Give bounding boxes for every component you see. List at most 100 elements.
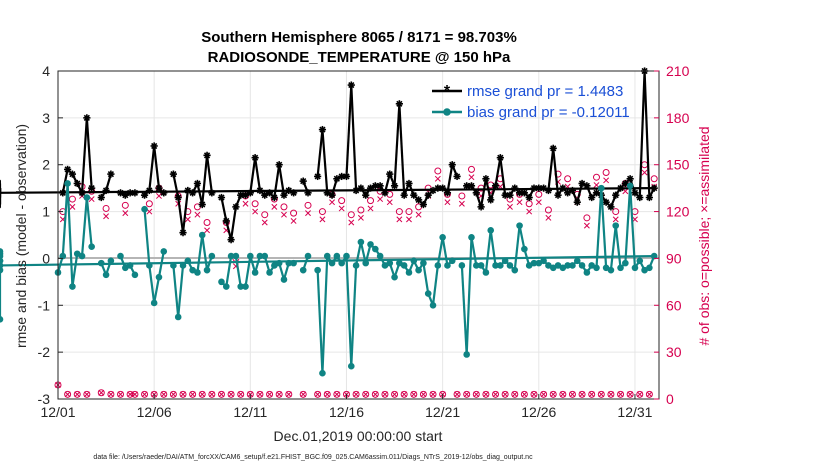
- chart-title-line1: Southern Hemisphere 8065 / 8171 = 98.703…: [201, 29, 517, 46]
- rmse-point-stroke: [468, 182, 475, 189]
- bias-point: [472, 262, 480, 269]
- bias-point: [439, 234, 446, 241]
- obs-assimilated-stroke: [156, 192, 162, 199]
- bias-segment: [600, 188, 608, 268]
- obs-possible-marker: [261, 211, 269, 219]
- rmse-point-stroke: [247, 189, 254, 196]
- obs-assimilated-stroke: [281, 211, 287, 218]
- rmse-point: [549, 144, 557, 152]
- obs-assimilated-stroke: [228, 391, 235, 398]
- obs-assimilated-marker: [208, 391, 215, 398]
- y-right-tick-label: 0: [666, 391, 674, 407]
- obs-possible-marker: [391, 390, 399, 398]
- obs-assimilated-marker: [83, 391, 90, 398]
- obs-possible-marker: [102, 204, 110, 212]
- bias-segment: [355, 241, 362, 266]
- bias-point: [155, 273, 163, 281]
- rmse-point-stroke: [381, 189, 389, 196]
- rmse-point: [280, 191, 288, 199]
- bias-segment: [321, 256, 329, 374]
- rmse-point-stroke: [232, 203, 240, 210]
- rmse-point: [131, 189, 139, 197]
- rmse-point: [270, 193, 278, 202]
- obs-possible-marker: [217, 390, 225, 398]
- obs-possible-marker: [520, 390, 528, 398]
- rmse-segment: [254, 157, 262, 191]
- obs-assimilated-marker: [396, 216, 403, 223]
- obs-assimilated-marker: [281, 211, 287, 218]
- obs-possible-marker: [645, 390, 653, 398]
- bias-point: [405, 269, 413, 276]
- bias-point: [64, 180, 71, 187]
- obs-assimilated-stroke: [506, 203, 513, 210]
- obs-assimilated-marker: [237, 391, 244, 398]
- bias-point: [506, 262, 514, 269]
- obs-assimilated-stroke: [184, 216, 191, 223]
- rmse-point-stroke: [88, 185, 95, 192]
- obs-assimilated-marker: [98, 389, 105, 396]
- obs-assimilated-marker: [406, 216, 412, 223]
- obs-assimilated-marker: [338, 205, 345, 212]
- rmse-point-stroke: [208, 189, 215, 196]
- rmse-point-stroke: [550, 145, 557, 152]
- obs-assimilated-stroke: [333, 391, 340, 398]
- obs-possible-marker: [169, 390, 177, 398]
- rmse-point: [357, 184, 365, 192]
- bias-point: [511, 266, 519, 274]
- rmse-point-stroke: [511, 185, 518, 192]
- rmse-point-stroke: [280, 192, 288, 199]
- rmse-segment: [552, 148, 560, 196]
- obs-assimilated-marker: [559, 391, 566, 398]
- y-tick-label: 0: [42, 250, 50, 266]
- rmse-point: [443, 189, 452, 197]
- rmse-point-stroke: [449, 161, 456, 168]
- obs-possible-marker: [141, 390, 149, 398]
- obs-assimilated-stroke: [579, 391, 586, 398]
- y-right-tick-label: 210: [666, 63, 690, 79]
- bias-point: [170, 262, 177, 269]
- obs-assimilated-marker: [117, 391, 124, 398]
- legend-rmse-label: rmse grand pr = 1.4483: [467, 83, 623, 100]
- rmse-segment: [249, 157, 257, 193]
- rmse-point: [424, 191, 432, 199]
- rmse-point: [78, 189, 86, 197]
- obs-assimilated-marker: [636, 391, 643, 398]
- obs-possible-marker: [597, 390, 605, 398]
- rmse-point-stroke: [290, 189, 297, 196]
- rmse-point: [217, 193, 226, 202]
- rmse-point-stroke: [386, 170, 393, 178]
- obs-assimilated-marker: [141, 391, 148, 398]
- rmse-point-stroke: [74, 180, 81, 187]
- obs-possible-marker: [371, 390, 379, 398]
- obs-assimilated-stroke: [482, 391, 489, 398]
- rmse-point: [496, 154, 504, 162]
- rmse-segment: [148, 145, 156, 191]
- obs-assimilated-stroke: [242, 200, 249, 207]
- rmse-segment: [475, 192, 483, 208]
- obs-assimilated-marker: [194, 211, 201, 218]
- rmse-point: [150, 142, 158, 150]
- obs-assimilated-stroke: [127, 391, 134, 398]
- obs-possible-marker: [256, 390, 264, 398]
- obs-assimilated-stroke: [550, 391, 557, 398]
- rmse-point: [405, 179, 413, 188]
- obs-assimilated-marker: [170, 391, 177, 398]
- rmse-segment: [643, 70, 651, 198]
- rmse-point: [265, 189, 274, 197]
- obs-assimilated-marker: [127, 391, 134, 398]
- rmse-point: [453, 172, 461, 181]
- bias-point: [386, 259, 394, 267]
- x-tick-label: 12/26: [521, 404, 556, 420]
- obs-assimilated-stroke: [362, 391, 369, 398]
- bias-point: [343, 252, 350, 260]
- rmse-point-stroke: [434, 185, 441, 192]
- rmse-point: [448, 161, 456, 169]
- obs-assimilated-marker: [131, 391, 138, 398]
- bias-point: [69, 283, 76, 290]
- obs-assimilated-marker: [319, 216, 326, 223]
- rmse-point-stroke: [473, 189, 480, 196]
- rmse-point-stroke: [603, 199, 610, 206]
- bias-segment: [153, 276, 161, 304]
- y-tick-label: -2: [38, 344, 51, 360]
- rmse-point-stroke: [151, 142, 158, 150]
